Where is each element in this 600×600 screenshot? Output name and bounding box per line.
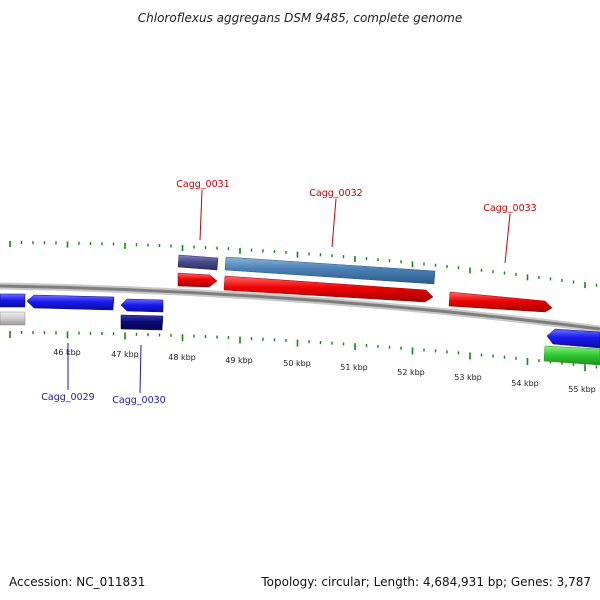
- gc-skew-lower: [9, 331, 598, 372]
- genome-summary-text: Topology: circular; Length: 4,684,931 bp…: [260, 575, 591, 589]
- label-cagg-0032[interactable]: Cagg_0032: [309, 188, 362, 199]
- cds-cagg-0030[interactable]: [120, 298, 164, 313]
- gene-block-cagg-0032-top[interactable]: [224, 256, 436, 285]
- label-cagg-0029[interactable]: Cagg_0029: [41, 392, 94, 403]
- kbp-tick-labels: 46 kbp 47 kbp 48 kbp 49 kbp 50 kbp 51 kb…: [53, 348, 596, 394]
- tick-label-54: 54 kbp: [511, 379, 539, 388]
- label-cagg-0033[interactable]: Cagg_0033: [483, 203, 536, 214]
- forward-strand: [177, 254, 553, 313]
- tick-label-52: 52 kbp: [397, 368, 425, 377]
- tick-label-53: 53 kbp: [454, 373, 482, 382]
- cds-right-edge-reverse[interactable]: [546, 328, 600, 349]
- map-title: Chloroflexus aggregans DSM 9485, complet…: [138, 11, 462, 25]
- leader-cagg-0032: [331, 198, 337, 248]
- tick-label-50: 50 kbp: [283, 359, 311, 368]
- gene-block-green-right[interactable]: [543, 345, 600, 366]
- accession-text: Accession: NC_011831: [9, 575, 145, 589]
- tick-label-49: 49 kbp: [225, 356, 253, 365]
- cds-cagg-0031[interactable]: [177, 272, 218, 288]
- cds-cagg-0032[interactable]: [223, 275, 434, 303]
- tick-label-47: 47 kbp: [111, 350, 139, 359]
- label-cagg-0030[interactable]: Cagg_0030: [112, 395, 165, 406]
- genome-backbone: [0, 282, 600, 333]
- tick-label-55: 55 kbp: [568, 385, 596, 394]
- tick-label-46: 46 kbp: [53, 348, 81, 357]
- gene-labels: Cagg_0031 Cagg_0032 Cagg_0033 Cagg_0029 …: [41, 179, 536, 406]
- cds-cagg-0033[interactable]: [448, 291, 553, 313]
- label-cagg-0031[interactable]: Cagg_0031: [176, 179, 229, 190]
- gc-skew-upper: [9, 241, 598, 289]
- cds-cagg-0029[interactable]: [26, 294, 115, 311]
- gene-block-cagg-0030-small[interactable]: [120, 314, 164, 331]
- leader-cagg-0030: [139, 344, 142, 394]
- gene-block-left-edge[interactable]: [0, 293, 26, 308]
- leader-cagg-0031: [199, 189, 203, 241]
- tick-label-48: 48 kbp: [168, 353, 196, 362]
- tick-label-51: 51 kbp: [340, 363, 368, 372]
- reverse-strand: [0, 293, 600, 366]
- gene-block-grey-edge[interactable]: [0, 311, 26, 326]
- gene-block-cagg-0031-small[interactable]: [177, 254, 219, 271]
- leader-cagg-0033: [504, 213, 511, 264]
